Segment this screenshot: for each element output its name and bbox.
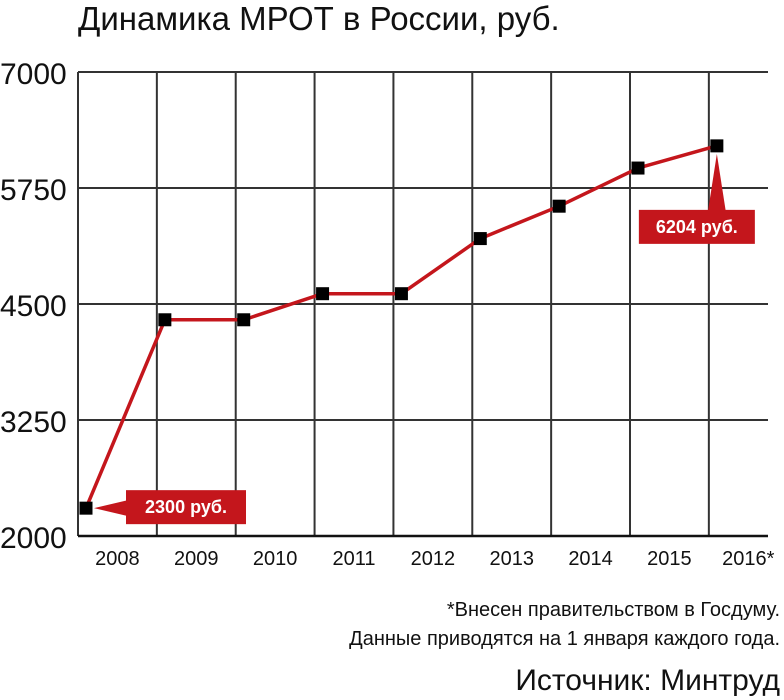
callout-box [638, 209, 755, 244]
callout-label: 6204 руб. [656, 217, 738, 237]
y-tick-label: 7000 [0, 58, 67, 91]
callout-pointer [94, 500, 128, 517]
data-point-2012 [394, 287, 408, 301]
data-point-2008 [79, 501, 93, 515]
y-tick-label: 5750 [0, 174, 67, 207]
series-line [84, 144, 718, 509]
data-point-2009 [158, 313, 172, 327]
data-note: Данные приводятся на 1 января каждого го… [349, 628, 780, 650]
callouts: 2300 руб. 6204 руб. [94, 153, 755, 525]
callout-box [126, 490, 246, 525]
data-point-2016* [710, 139, 724, 153]
x-tick-label: 2010 [253, 548, 298, 570]
data-point-2015 [631, 161, 645, 175]
callout-pointer [707, 153, 726, 212]
data-point-2014 [552, 199, 566, 213]
callout-label: 2300 руб. [145, 497, 227, 517]
x-tick-label: 2012 [411, 548, 456, 570]
data-point-2011 [316, 287, 330, 301]
y-axis: 2000 3250 4500 5750 7000 [0, 58, 67, 555]
series-path [84, 144, 718, 509]
x-axis: 2008 2009 2010 2011 2012 2013 2014 2015 2016* [95, 548, 774, 570]
x-tick-label: 2011 [332, 548, 375, 570]
x-tick-label: 2008 [95, 548, 140, 570]
x-tick-label: 2009 [174, 548, 219, 570]
chart-title: Динамика МРОТ в России, руб. [78, 0, 560, 37]
x-tick-label: 2015 [647, 548, 692, 570]
source-label: Источник: Минтруд [515, 664, 780, 697]
data-points [79, 139, 724, 515]
footnote: *Внесен правительством в Госдуму. [446, 599, 780, 621]
grid [77, 71, 768, 538]
x-tick-label: 2014 [568, 548, 613, 570]
y-tick-label: 2000 [0, 522, 67, 555]
data-point-2013 [473, 232, 487, 246]
data-point-2010 [237, 313, 251, 327]
y-tick-label: 3250 [0, 406, 67, 439]
x-tick-label: 2013 [489, 548, 534, 570]
x-tick-label: 2016* [722, 548, 774, 570]
y-tick-label: 4500 [0, 290, 67, 323]
